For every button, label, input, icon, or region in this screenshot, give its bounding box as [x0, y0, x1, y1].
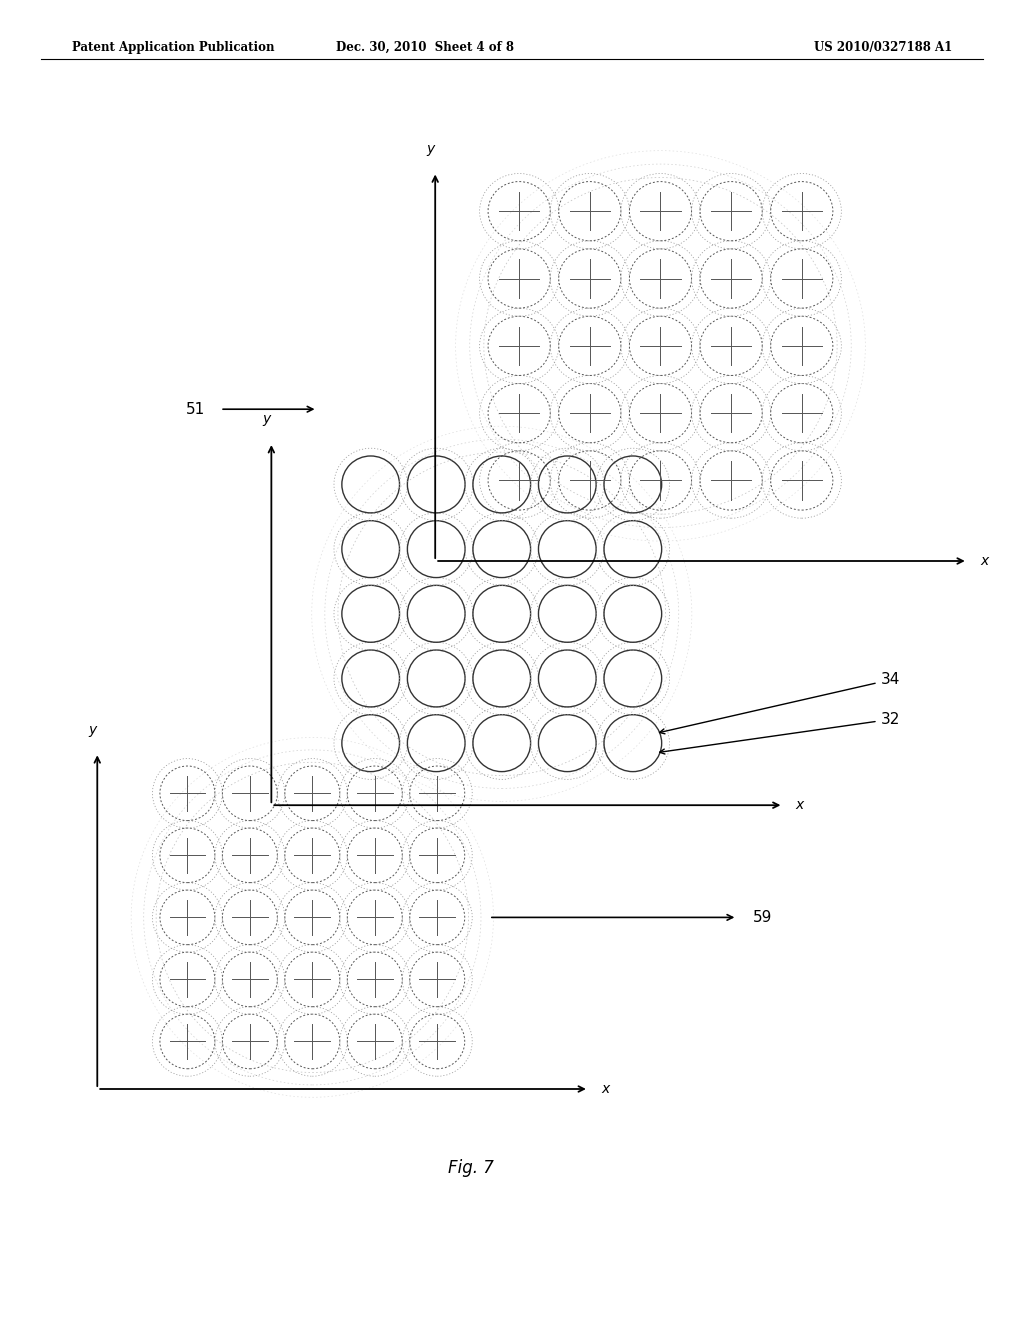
Text: Fig. 7: Fig. 7 — [449, 1159, 494, 1177]
Text: 59: 59 — [753, 909, 772, 925]
Text: 34: 34 — [659, 672, 900, 734]
Text: y: y — [262, 412, 270, 426]
Text: 51: 51 — [185, 401, 205, 417]
Text: Dec. 30, 2010  Sheet 4 of 8: Dec. 30, 2010 Sheet 4 of 8 — [336, 41, 514, 54]
Text: x: x — [796, 799, 804, 812]
Text: x: x — [601, 1082, 609, 1096]
Text: x: x — [980, 554, 988, 568]
Text: US 2010/0327188 A1: US 2010/0327188 A1 — [814, 41, 952, 54]
Text: y: y — [426, 141, 434, 156]
Text: Patent Application Publication: Patent Application Publication — [72, 41, 274, 54]
Text: y: y — [88, 722, 96, 737]
Text: 32: 32 — [659, 711, 900, 754]
